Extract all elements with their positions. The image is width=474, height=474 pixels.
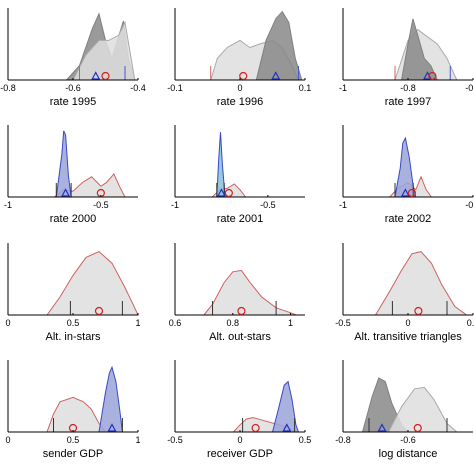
triangle-marker xyxy=(91,71,101,80)
tick-label: -0.5 xyxy=(465,200,474,210)
x-axis-label: rate 1995 xyxy=(50,96,96,108)
x-axis-label: rate 2001 xyxy=(217,213,263,225)
x-axis-label: rate 1997 xyxy=(385,96,431,108)
tick-label: -1 xyxy=(339,83,347,93)
tick-label: -0.8 xyxy=(335,435,351,445)
circle-marker xyxy=(413,423,422,433)
density-panel: -1 -0.8 -0.6 rate 1997 xyxy=(339,8,474,108)
x-axis-label: sender GDP xyxy=(43,448,104,460)
tick-label: 0.5 xyxy=(67,435,80,445)
tick-label: 0.1 xyxy=(299,83,312,93)
tick-label: 0 xyxy=(405,318,410,328)
density-curve xyxy=(202,269,297,316)
circle-marker xyxy=(414,306,423,316)
tick-label: 1 xyxy=(135,435,140,445)
density-panel: -0.1 0 0.1 rate 1996 xyxy=(167,8,311,108)
tick-label: 0.8 xyxy=(227,318,240,328)
tick-label: -0.6 xyxy=(465,83,474,93)
tick-label: 0 xyxy=(237,435,242,445)
density-panel: -0.8 -0.6 log distance xyxy=(335,360,473,460)
density-panel: -1 -0.5 rate 2000 xyxy=(4,125,138,225)
tick-label: -0.5 xyxy=(93,200,109,210)
tick-label: 0 xyxy=(237,83,242,93)
tick-label: 0.5 xyxy=(467,318,474,328)
tick-label: -1 xyxy=(4,200,12,210)
density-curve xyxy=(394,136,417,198)
circle-marker xyxy=(428,71,437,81)
x-axis-label: rate 2000 xyxy=(50,213,96,225)
tick-label: -0.6 xyxy=(400,435,416,445)
tick-label: 0.5 xyxy=(299,435,312,445)
x-axis-label: rate 1996 xyxy=(217,96,263,108)
x-axis-label: Alt. out-stars xyxy=(209,331,271,343)
tick-label: -1 xyxy=(339,200,347,210)
circle-marker xyxy=(101,71,110,81)
triangle-marker xyxy=(61,188,71,197)
tick-label: -0.5 xyxy=(167,435,183,445)
density-curve xyxy=(400,18,439,81)
density-panel: -0.8 -0.6 -0.4 rate 1995 xyxy=(0,8,146,108)
density-curve xyxy=(387,386,459,433)
tick-label: -0.6 xyxy=(65,83,81,93)
density-panel: -0.5 0 0.5 Alt. transitive triangles xyxy=(335,243,474,343)
tick-label: 1 xyxy=(135,318,140,328)
circle-marker xyxy=(224,188,233,198)
density-panel: 0 0.5 1 sender GDP xyxy=(5,360,141,460)
x-axis-label: Alt. transitive triangles xyxy=(354,331,462,343)
x-axis-label: rate 2002 xyxy=(385,213,431,225)
circle-marker xyxy=(237,306,246,316)
density-panel: 0.6 0.8 1 Alt. out-stars xyxy=(169,243,305,343)
x-axis-label: log distance xyxy=(379,448,438,460)
x-axis-label: receiver GDP xyxy=(207,448,273,460)
density-curve xyxy=(98,365,123,433)
triangle-marker xyxy=(107,423,117,432)
triangle-marker xyxy=(400,188,410,197)
circle-marker xyxy=(407,188,416,198)
tick-label: 0.5 xyxy=(67,318,80,328)
triangle-marker xyxy=(377,423,387,432)
triangle-marker xyxy=(271,71,281,80)
tick-label: -1 xyxy=(171,200,179,210)
density-curve xyxy=(72,20,136,81)
triangle-marker xyxy=(216,188,226,197)
density-curve xyxy=(46,251,139,316)
tick-label: -0.5 xyxy=(260,200,276,210)
density-panel: -1 -0.5 rate 2001 xyxy=(171,125,305,225)
triangle-marker xyxy=(282,423,292,432)
tick-label: -0.8 xyxy=(400,83,416,93)
tick-label: -0.5 xyxy=(335,318,351,328)
density-curve xyxy=(374,251,469,316)
tick-label: -0.4 xyxy=(130,83,146,93)
density-panel: 0 0.5 1 Alt. in-stars xyxy=(5,243,141,343)
tick-label: 0 xyxy=(5,318,10,328)
tick-label: 0.6 xyxy=(169,318,182,328)
density-curve xyxy=(271,380,300,433)
circle-marker xyxy=(239,71,248,81)
density-panel: -1 -0.5 rate 2002 xyxy=(339,125,474,225)
tick-label: -0.1 xyxy=(167,83,183,93)
tick-label: 1 xyxy=(288,318,293,328)
density-curve xyxy=(255,10,303,81)
circle-marker xyxy=(94,306,104,316)
tick-label: -0.8 xyxy=(0,83,16,93)
x-axis-label: Alt. in-stars xyxy=(45,331,101,343)
circle-marker xyxy=(251,423,260,433)
tick-label: 0 xyxy=(5,435,10,445)
density-curve xyxy=(55,130,72,198)
density-panel: -0.5 0 0.5 receiver GDP xyxy=(167,360,311,460)
